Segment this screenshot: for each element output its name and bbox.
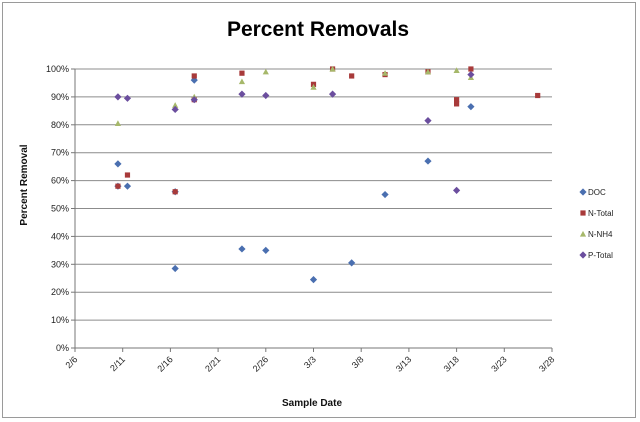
x-tick-labels: 2/6 2/11 2/16 2/21 2/26 3/3 3/8 3/13 3/18 3/23 3/2… [63, 354, 556, 373]
y-tick-label: 50% [51, 204, 69, 214]
data-point [453, 67, 460, 73]
y-tick-label: 20% [51, 287, 69, 297]
data-point [238, 245, 246, 253]
y-tick-label: 100% [46, 64, 69, 74]
x-tick-label: 2/6 [63, 354, 79, 370]
series-n-nh4 [114, 65, 475, 127]
legend-marker [580, 210, 586, 216]
data-point [191, 73, 197, 79]
data-point [467, 103, 475, 111]
data-points [114, 65, 541, 284]
y-tick-label: 0% [56, 343, 69, 353]
data-point [348, 259, 356, 267]
data-point [114, 93, 122, 101]
data-point [381, 70, 389, 76]
legend-marker [579, 251, 587, 259]
data-point [310, 84, 317, 90]
data-point [115, 183, 121, 189]
chart-frame [2, 2, 636, 418]
y-tick-labels: 0% 10% 20% 30% 40% 50% 60% 70% 80% 90% 100% [46, 64, 69, 353]
data-point [262, 246, 270, 254]
legend-item: N-NH4 [579, 230, 613, 239]
legend-label: N-NH4 [588, 230, 613, 239]
data-point [381, 190, 389, 199]
data-point [329, 65, 336, 72]
data-point [171, 105, 179, 114]
data-point [123, 182, 132, 190]
data-point [468, 66, 474, 72]
series-doc [114, 76, 475, 284]
legend: DOC N-Total N-NH4 P-Total [579, 188, 614, 260]
data-point [424, 117, 432, 125]
y-tick-label: 70% [51, 148, 69, 158]
data-point [328, 90, 337, 98]
legend-marker [579, 230, 587, 237]
y-tick-label: 80% [51, 120, 69, 130]
data-point [424, 157, 432, 165]
data-point [262, 91, 270, 100]
data-point [114, 120, 122, 127]
axes [74, 69, 553, 352]
data-point [172, 102, 179, 108]
y-tick-label: 90% [51, 92, 69, 102]
data-point [171, 264, 179, 273]
gridlines [71, 68, 552, 349]
data-point [124, 172, 131, 178]
legend-item: N-Total [580, 209, 614, 218]
y-tick-label: 60% [51, 176, 69, 186]
data-point [123, 94, 132, 102]
data-point [454, 97, 460, 103]
y-axis-label: Percent Removal [19, 144, 30, 225]
legend-item: P-Total [579, 251, 613, 260]
data-point [535, 92, 541, 99]
x-tick-label: 2/16 [155, 354, 174, 373]
data-point [114, 160, 122, 168]
legend-item: DOC [579, 188, 606, 197]
data-point [453, 186, 461, 194]
data-point [238, 90, 246, 98]
series-p-total [114, 70, 475, 194]
data-point [262, 68, 269, 75]
x-tick-label: 3/8 [350, 354, 366, 370]
data-point [309, 276, 318, 284]
y-tick-label: 40% [51, 231, 69, 241]
data-point [238, 78, 246, 85]
y-tick-label: 30% [51, 259, 69, 269]
x-tick-label: 3/3 [302, 354, 318, 370]
x-tick-label: 3/13 [394, 354, 413, 373]
series-n-total [115, 66, 541, 195]
data-point [172, 189, 178, 195]
data-point [190, 96, 198, 104]
chart-title: Percent Removals [227, 18, 409, 41]
data-point [239, 70, 245, 76]
data-point [467, 70, 475, 79]
x-tick-label: 3/18 [442, 354, 461, 373]
legend-marker [579, 188, 587, 196]
x-axis-label: Sample Date [282, 398, 342, 409]
x-tick-label: 2/21 [203, 354, 222, 373]
x-tick-label: 3/28 [537, 354, 556, 373]
x-tick-label: 2/11 [108, 354, 127, 373]
data-point [424, 68, 432, 75]
x-tick-label: 3/23 [489, 354, 508, 373]
data-point [349, 73, 355, 79]
legend-label: N-Total [588, 209, 614, 218]
y-tick-label: 10% [51, 315, 69, 325]
legend-label: DOC [588, 188, 606, 197]
legend-label: P-Total [588, 251, 613, 260]
x-tick-label: 2/26 [251, 354, 270, 373]
data-point [454, 101, 460, 107]
